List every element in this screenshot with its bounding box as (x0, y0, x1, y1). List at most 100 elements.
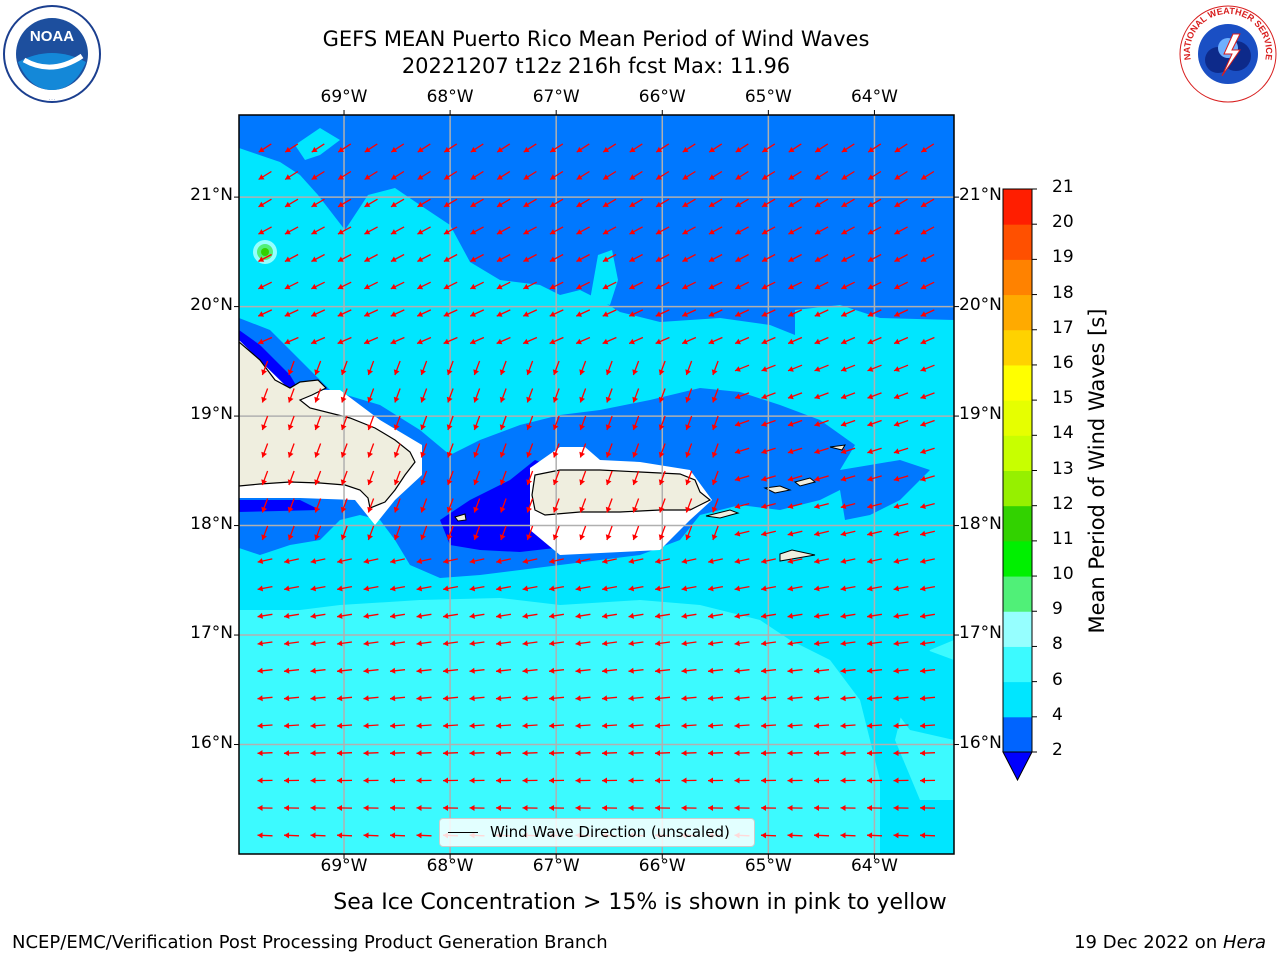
wind-wave-arrow (840, 392, 856, 400)
wind-wave-arrow (734, 392, 750, 400)
wind-wave-arrow (655, 281, 670, 290)
wind-wave-arrow (522, 336, 538, 345)
wind-wave-arrow (632, 443, 640, 458)
wind-wave-arrow (496, 640, 511, 647)
wind-wave-arrow (681, 777, 697, 784)
wind-wave-arrow (920, 392, 935, 400)
wind-wave-arrow (314, 415, 322, 431)
wind-wave-arrow (473, 388, 481, 403)
wind-wave-arrow (734, 722, 750, 729)
wind-wave-arrow (866, 695, 883, 702)
wind-wave-arrow (813, 695, 830, 702)
wind-wave-arrow (446, 470, 454, 486)
longitude-label-bottom: 64°W (850, 856, 898, 876)
wind-wave-arrow (787, 530, 803, 537)
wind-wave-arrow (393, 498, 401, 513)
wind-wave-arrow (470, 143, 484, 153)
wind-wave-arrow (310, 777, 326, 784)
wind-wave-arrow (548, 777, 565, 784)
wind-wave-arrow (336, 777, 353, 784)
wind-wave-arrow (548, 805, 565, 811)
wind-wave-arrow (287, 525, 295, 541)
wind-wave-arrow (499, 470, 507, 486)
wind-wave-arrow (420, 415, 428, 431)
wind-wave-arrow (389, 667, 406, 674)
wind-wave-arrow (814, 309, 829, 317)
wind-wave-arrow (788, 198, 802, 208)
wind-wave-arrow (284, 640, 299, 647)
wind-wave-arrow (734, 309, 750, 317)
wind-wave-arrow (893, 640, 909, 647)
wind-wave-arrow (495, 612, 512, 619)
wind-wave-arrow (336, 805, 353, 811)
wind-wave-arrow (417, 281, 431, 290)
wind-wave-arrow (735, 143, 749, 153)
wind-wave-arrow (258, 143, 272, 153)
wind-wave-arrow (283, 722, 300, 729)
colorbar-tick-label: 2 (1052, 740, 1063, 760)
wind-wave-arrow (866, 805, 883, 811)
wind-wave-arrow (314, 525, 322, 541)
wind-wave-arrow (787, 832, 803, 839)
wind-wave-arrow (549, 143, 564, 153)
svg-text:· · ·: · · · (49, 97, 55, 102)
wind-wave-arrow (576, 198, 590, 208)
wind-wave-arrow (496, 281, 511, 290)
wind-wave-arrow (814, 640, 829, 647)
wind-wave-arrow (734, 640, 750, 647)
wind-wave-arrow (310, 695, 326, 702)
wind-wave-arrow (866, 585, 883, 592)
wind-wave-arrow (496, 226, 511, 235)
land-vieques (705, 509, 740, 519)
wind-wave-arrow (310, 805, 326, 811)
colorbar-tick-label: 8 (1052, 634, 1063, 655)
wind-wave-arrow (654, 585, 671, 592)
latitude-label-right: 20°N (959, 294, 1002, 315)
wind-wave-arrow (920, 309, 935, 317)
wind-wave-arrow (473, 443, 481, 458)
wind-wave-arrow (336, 750, 353, 757)
wind-wave-arrow (257, 585, 273, 592)
wind-wave-arrow (363, 777, 379, 784)
wind-wave-arrow (840, 419, 856, 427)
wind-wave-arrow (261, 525, 269, 541)
wind-wave-arrow (446, 388, 454, 403)
wind-wave-arrow (787, 805, 803, 811)
wind-wave-arrow (390, 198, 405, 208)
wind-wave-arrow (707, 585, 724, 592)
wind-wave-arrow (760, 750, 777, 757)
wind-wave-arrow (496, 170, 511, 181)
wind-wave-arrow (893, 585, 909, 592)
wind-wave-arrow (469, 750, 485, 757)
wind-wave-arrow (601, 722, 618, 729)
wind-wave-arrow (283, 832, 300, 839)
wind-wave-arrow (734, 750, 750, 757)
wind-wave-arrow (787, 585, 803, 592)
wind-wave-arrow (549, 558, 564, 564)
wind-wave-arrow (336, 667, 353, 674)
wind-wave-arrow (735, 281, 749, 290)
wind-wave-arrow (443, 226, 458, 235)
wind-wave-arrow (788, 143, 802, 153)
chart-title: GEFS MEAN Puerto Rico Mean Period of Win… (322, 27, 870, 51)
wind-wave-arrow (760, 612, 777, 619)
wind-wave-arrow (813, 612, 830, 619)
wind-wave-arrow (841, 170, 855, 181)
wind-wave-arrow (393, 360, 401, 376)
sea-ice-note: Sea Ice Concentration > 15% is shown in … (333, 890, 947, 915)
wind-wave-arrow (894, 170, 908, 181)
wind-wave-arrow (575, 558, 591, 564)
wind-wave-arrow (340, 388, 348, 403)
wind-wave-arrow (761, 392, 776, 400)
wind-wave-arrow (363, 585, 379, 592)
wind-wave-arrow (416, 832, 432, 839)
wind-wave-arrow (920, 143, 935, 153)
wind-wave-arrow (681, 612, 697, 619)
wind-wave-arrow (814, 475, 829, 482)
wind-wave-arrow (894, 143, 908, 153)
wind-wave-arrow (311, 198, 325, 208)
wind-wave-arrow (420, 498, 428, 513)
wave-period-band-below-2-south-west (239, 500, 320, 512)
wind-wave-arrow (575, 585, 591, 592)
wind-wave-arrow (258, 198, 272, 208)
